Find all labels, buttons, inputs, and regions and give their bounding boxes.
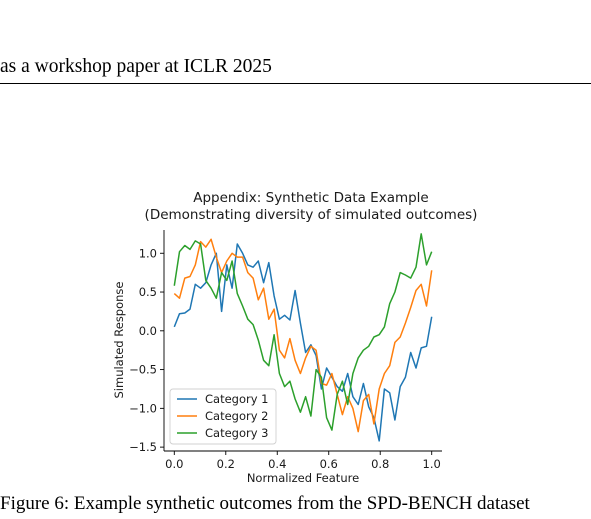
x-tick-label: 0.0 <box>165 457 183 471</box>
series-line-category-2 <box>173 238 433 433</box>
chart-title: Appendix: Synthetic Data Example <box>193 190 429 206</box>
line-chart: Appendix: Synthetic Data Example (Demons… <box>112 190 478 485</box>
legend-frame <box>169 388 277 445</box>
series-layer <box>173 233 433 442</box>
chart-subtitle: (Demonstrating diversity of simulated ou… <box>145 207 478 223</box>
x-tick-label: 1.0 <box>423 457 441 471</box>
legend-label-category-1: Category 1 <box>205 392 269 406</box>
series-line-category-1 <box>173 243 433 442</box>
chart-legend: Category 1 Category 2 Category 3 <box>169 388 277 445</box>
axes-layer <box>163 230 442 452</box>
chart-title-group: Appendix: Synthetic Data Example (Demons… <box>145 190 478 223</box>
x-tick-label: 0.2 <box>217 457 235 471</box>
x-tick-label: 0.6 <box>320 457 338 471</box>
x-tick-label: 0.8 <box>371 457 389 471</box>
x-axis-label: Normalized Feature <box>247 471 359 485</box>
y-tick-label: −1.0 <box>129 401 157 415</box>
y-tick-label: −1.5 <box>129 440 157 454</box>
y-tick-label: 0.0 <box>139 324 157 338</box>
y-axis-label: Simulated Response <box>112 282 126 399</box>
legend-label-category-3: Category 3 <box>205 426 269 440</box>
legend-label-category-2: Category 2 <box>205 409 269 423</box>
header-rule <box>0 83 591 84</box>
series-line-category-3 <box>173 233 433 431</box>
running-header: as a workshop paper at ICLR 2025 <box>0 56 272 77</box>
y-tick-label: 1.0 <box>139 246 157 260</box>
x-tick-label: 0.4 <box>268 457 286 471</box>
y-tick-label: 0.5 <box>139 285 157 299</box>
y-tick-label: −0.5 <box>129 363 157 377</box>
ticks-layer: 0.0 0.2 0.4 0.6 0.8 1.0 −1.5 −1.0 −0.5 0.0 0.5 1.0 <box>129 246 441 471</box>
figure-caption: Figure 6: Example synthetic outcomes fro… <box>0 493 530 514</box>
